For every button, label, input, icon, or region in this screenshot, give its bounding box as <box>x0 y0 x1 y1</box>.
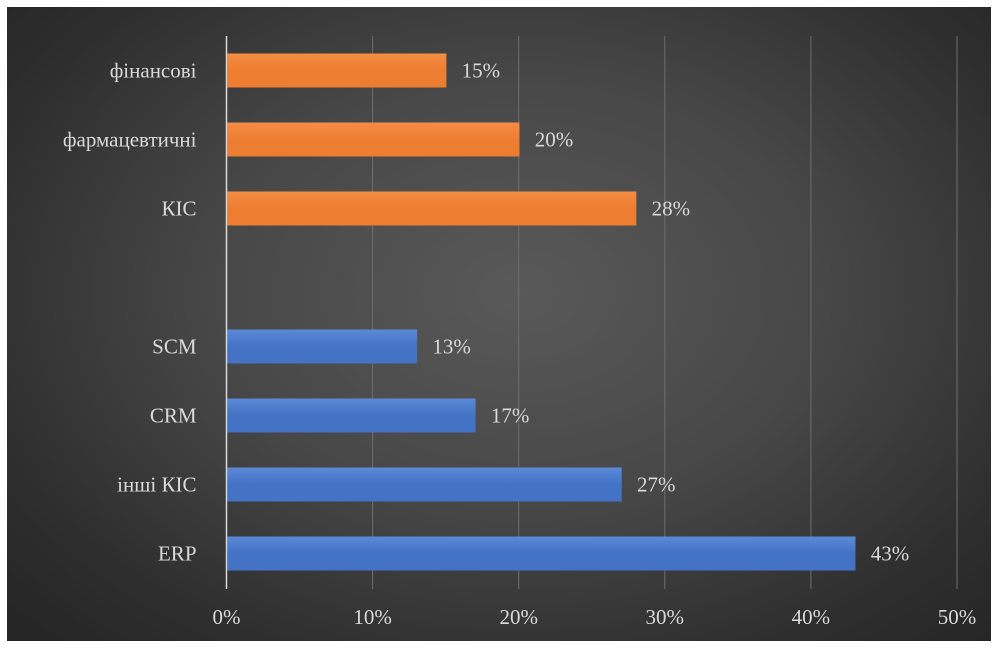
bar-фінансові <box>227 53 447 88</box>
data-label: 43% <box>871 542 910 566</box>
category-label: SCM <box>152 335 197 359</box>
bar-фармацевтичні <box>227 122 520 157</box>
x-tick-label: 40% <box>792 605 831 629</box>
x-tick-label: 20% <box>499 605 538 629</box>
bar-КІС <box>227 191 637 226</box>
chart-area: 43% 27% 17% 13% 28% 20% 15% ERP інші КІС CRM SCM К… <box>7 7 991 641</box>
bar-ERP <box>227 536 856 571</box>
bars <box>227 53 856 571</box>
data-label: 15% <box>462 59 501 83</box>
data-label: 13% <box>432 335 471 359</box>
x-tick-label: 10% <box>353 605 392 629</box>
data-label: 17% <box>491 404 530 428</box>
bar-SCM <box>227 329 418 364</box>
category-label: КІС <box>161 197 196 221</box>
data-label: 20% <box>535 128 574 152</box>
bar-CRM <box>227 398 476 433</box>
category-label: інші КІС <box>117 473 196 497</box>
value-labels: 43% 27% 17% 13% 28% 20% 15% <box>432 59 909 566</box>
category-label: фінансові <box>110 59 197 83</box>
gridlines <box>372 36 958 589</box>
category-label: ERP <box>158 542 197 566</box>
bar-інші КІС <box>227 467 622 502</box>
data-label: 28% <box>652 197 691 221</box>
x-tick-labels: 0% 10% 20% 30% 40% 50% <box>213 605 977 629</box>
x-tick-label: 30% <box>646 605 685 629</box>
bar-chart: 43% 27% 17% 13% 28% 20% 15% ERP інші КІС CRM SCM К… <box>63 36 977 629</box>
x-tick-label: 50% <box>938 605 977 629</box>
data-label: 27% <box>637 473 676 497</box>
category-label: CRM <box>150 404 197 428</box>
category-label: фармацевтичні <box>63 128 197 152</box>
x-tick-label: 0% <box>213 605 241 629</box>
category-labels: ERP інші КІС CRM SCM КІС фармацевтичні фінансо… <box>63 59 197 566</box>
